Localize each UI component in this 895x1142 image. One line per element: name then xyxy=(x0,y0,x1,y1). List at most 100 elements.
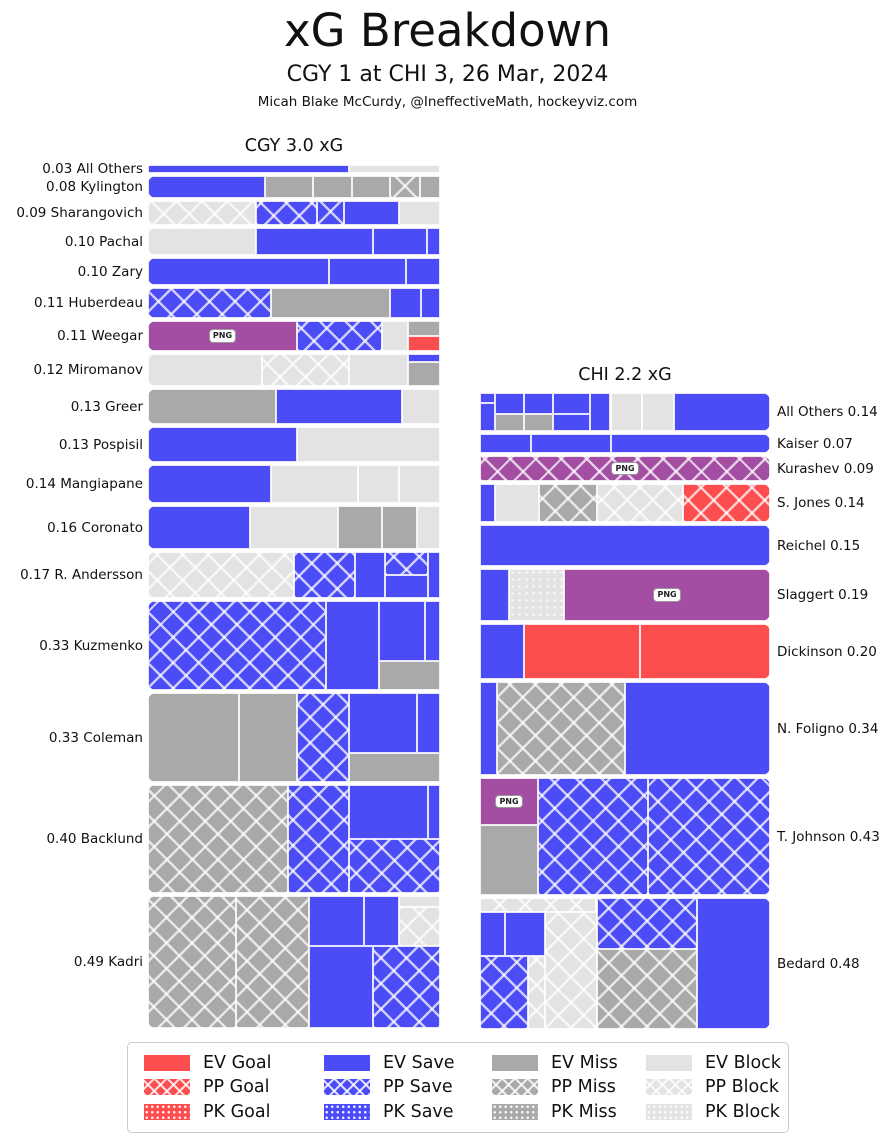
xg-cell-png: PNG xyxy=(148,321,297,351)
xg-cell-ev-miss xyxy=(337,506,382,549)
xg-cell-ev-save xyxy=(256,228,373,255)
xg-cell-pp-save xyxy=(384,552,429,575)
legend-label: EV Block xyxy=(705,1053,781,1074)
player-label: 0.13 Greer xyxy=(70,398,143,415)
png-badge: PNG xyxy=(495,794,523,809)
player-label: Kaiser 0.07 xyxy=(777,435,853,452)
credit-line: Micah Blake McCurdy, @IneffectiveMath, h… xyxy=(257,94,638,110)
xg-cell-pp-save xyxy=(349,839,440,893)
xg-cell-ev-miss xyxy=(407,321,440,336)
legend-item-ev-goal: EV Goal xyxy=(144,1053,324,1073)
xg-cell-ev-miss xyxy=(480,824,538,895)
legend-label: PP Goal xyxy=(203,1077,270,1098)
png-badge: PNG xyxy=(208,329,237,343)
player-row xyxy=(148,506,440,549)
legend-item-ev-miss: EV Miss xyxy=(492,1053,646,1073)
xg-cell-ev-save xyxy=(610,434,770,453)
xg-cell-pp-save xyxy=(480,955,529,1029)
xg-cell-ev-save xyxy=(343,201,400,225)
xg-cell-pp-block xyxy=(528,955,545,1029)
xg-cell-pp-save xyxy=(538,778,649,895)
player-label: 0.33 Kuzmenko xyxy=(39,637,143,654)
xg-cell-ev-save xyxy=(406,258,440,285)
legend-label: PK Block xyxy=(705,1101,780,1122)
player-row xyxy=(148,176,440,198)
xg-cell-pp-miss xyxy=(148,785,289,893)
xg-cell-ev-save xyxy=(480,484,495,522)
xg-cell-ev-save xyxy=(421,288,440,318)
player-row xyxy=(480,624,770,679)
page-subtitle: CGY 1 at CHI 3, 26 Mar, 2024 xyxy=(286,62,609,87)
xg-cell-pp-block xyxy=(261,354,350,386)
xg-cell-ev-goal xyxy=(407,336,440,351)
player-row xyxy=(148,201,440,225)
xg-cell-ev-save xyxy=(480,912,505,956)
xg-cell-ev-miss xyxy=(148,389,277,424)
xg-cell-ev-block xyxy=(358,465,400,503)
player-row: PNG xyxy=(480,456,770,481)
legend-swatch-pk-save xyxy=(324,1103,370,1120)
player-row: PNG xyxy=(480,569,770,621)
xg-cell-ev-block xyxy=(494,484,540,522)
xg-cell-ev-block xyxy=(399,201,440,225)
xg-cell-pp-save xyxy=(648,778,770,895)
player-row: PNG xyxy=(480,778,770,895)
xg-cell-pp-miss xyxy=(390,176,420,198)
legend-item-pk-miss: PK Miss xyxy=(492,1102,646,1122)
xg-cell-ev-save xyxy=(428,785,440,839)
player-label: 0.10 Pachal xyxy=(64,233,143,250)
xg-cell-ev-block xyxy=(381,321,408,351)
xg-cell-ev-save xyxy=(355,552,385,598)
legend-item-ev-save: EV Save xyxy=(324,1053,492,1073)
xg-cell-ev-block xyxy=(416,506,440,549)
xg-cell-ev-save xyxy=(480,393,495,403)
player-label: N. Foligno 0.34 xyxy=(777,720,879,737)
player-label: 0.08 Kylington xyxy=(46,179,143,195)
xg-cell-ev-save xyxy=(494,393,524,414)
xg-cell-ev-miss xyxy=(381,506,417,549)
xg-cell-ev-block xyxy=(148,228,257,255)
player-label: Slaggert 0.19 xyxy=(777,587,869,603)
player-row xyxy=(480,525,770,566)
xg-cell-pp-miss xyxy=(596,949,697,1029)
xg-cell-ev-save xyxy=(378,601,426,661)
xg-cell-ev-save xyxy=(364,896,400,947)
xg-cell-ev-save xyxy=(148,506,251,549)
xg-cell-ev-save xyxy=(425,601,440,661)
legend-label: PK Save xyxy=(383,1101,454,1122)
xg-cell-ev-block xyxy=(148,354,262,386)
legend-label: EV Goal xyxy=(203,1053,272,1074)
xg-cell-ev-miss xyxy=(378,660,440,690)
legend-swatch-ev-save xyxy=(324,1055,370,1072)
legend-label: EV Save xyxy=(383,1053,455,1074)
chart-title-chi: CHI 2.2 xG xyxy=(578,365,672,385)
xg-cell-ev-block xyxy=(642,393,675,431)
player-label: 0.11 Weegar xyxy=(57,328,143,344)
xg-cell-ev-block xyxy=(610,393,643,431)
xg-cell-ev-save xyxy=(428,552,440,598)
xg-cell-ev-save xyxy=(590,393,611,431)
xg-cell-ev-block xyxy=(399,465,440,503)
xg-cell-ev-save xyxy=(480,624,524,679)
legend-swatch-pk-goal xyxy=(144,1103,190,1120)
png-badge: PNG xyxy=(653,588,681,602)
player-row xyxy=(148,693,440,782)
legend-swatch-pp-goal xyxy=(144,1079,190,1096)
xg-cell-ev-goal xyxy=(639,624,770,679)
legend-box: EV Goal EV Save EV Miss EV Block PP Goal PP S… xyxy=(127,1042,789,1133)
xg-cell-ev-save xyxy=(552,393,591,414)
legend-item-pp-goal: PP Goal xyxy=(144,1077,324,1097)
xg-cell-ev-save xyxy=(329,258,407,285)
player-row xyxy=(148,896,440,1028)
xg-cell-ev-save xyxy=(349,785,429,839)
xg-cell-ev-save xyxy=(523,393,553,414)
xg-cell-ev-save xyxy=(480,434,531,453)
player-row xyxy=(148,389,440,424)
xg-cell-pp-block xyxy=(148,552,294,598)
png-badge: PNG xyxy=(611,461,639,476)
legend-item-pp-miss: PP Miss xyxy=(492,1077,646,1097)
player-label: 0.09 Sharangovich xyxy=(16,205,143,221)
xg-cell-ev-miss xyxy=(494,413,524,431)
legend-swatch-pk-miss xyxy=(492,1103,538,1120)
